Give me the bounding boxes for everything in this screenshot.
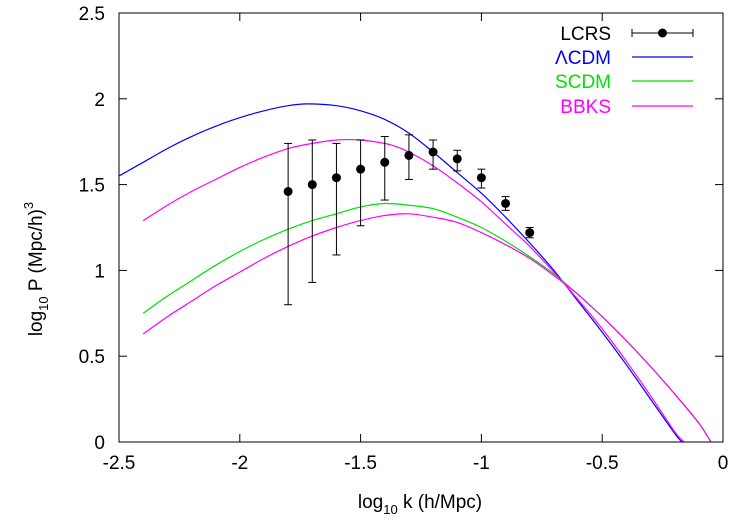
data-point <box>380 157 390 167</box>
plot-frame <box>118 12 724 443</box>
data-point-group <box>356 139 366 227</box>
data-point <box>283 186 293 196</box>
data-point-group <box>525 227 535 239</box>
y-tick-label: 2 <box>94 90 105 111</box>
data-point <box>404 150 414 160</box>
model-curves <box>119 103 712 442</box>
lcrs-data-points <box>283 134 535 306</box>
x-tick-label: -2 <box>231 453 248 474</box>
series-line-bbks <box>142 138 685 442</box>
data-point <box>356 164 366 174</box>
data-point <box>501 198 511 208</box>
x-tick-label: -1.5 <box>344 453 377 474</box>
y-axis-title: log10 P (Mpc/h)3 <box>21 202 51 336</box>
y-axis-title-main: log <box>26 311 47 336</box>
x-tick-label: -2.5 <box>103 453 136 474</box>
y-tick-label: 2.5 <box>79 4 105 25</box>
data-point <box>525 228 535 238</box>
data-point-group <box>283 142 293 306</box>
data-point-group <box>404 134 414 180</box>
y-tick-label: 1.5 <box>79 176 105 197</box>
data-point-group <box>428 139 438 170</box>
legend-label-bbks: BBKS <box>560 97 611 118</box>
data-point-group <box>380 136 390 201</box>
x-axis-title-subscript: 10 <box>383 502 397 517</box>
series-line-scdm <box>142 202 712 442</box>
y-tick-label: 0.5 <box>79 347 105 368</box>
series-line-3 <box>142 213 712 442</box>
y-tick-label: 0 <box>94 433 105 454</box>
y-tick-label: 1 <box>94 261 105 282</box>
y-axis-title-superscript: 3 <box>21 202 36 209</box>
data-point-group <box>307 139 317 283</box>
series-line-cdm <box>119 103 683 442</box>
x-axis-title: log10 k (h/Mpc) <box>358 492 482 517</box>
legend-label-lcrs: LCRS <box>560 24 611 45</box>
y-axis-title-subscript: 10 <box>36 296 51 310</box>
data-point <box>331 173 341 183</box>
x-tick-label: -1 <box>473 453 490 474</box>
legend-label-cdm: ΛCDM <box>555 48 611 69</box>
data-point-group <box>452 149 462 172</box>
data-point-group <box>476 168 486 189</box>
legend: LCRS ΛCDM SCDM BBKS <box>555 24 694 118</box>
data-point <box>428 147 438 157</box>
data-point-group <box>501 196 511 211</box>
data-point <box>476 173 486 183</box>
axis-ticks: -2.5 -2 -1.5 -1 -0.5 0 0 0.5 1 1.5 2 2.5 <box>79 4 729 474</box>
legend-label-scdm: SCDM <box>555 72 611 93</box>
legend-marker-lcrs <box>658 28 667 38</box>
data-point <box>452 154 462 164</box>
x-axis-title-main: log <box>358 492 383 513</box>
x-axis-title-rest: k (h/Mpc) <box>398 492 482 513</box>
data-point-group <box>331 142 341 256</box>
x-tick-label: 0 <box>718 453 729 474</box>
data-point <box>307 180 317 190</box>
y-axis-title-rest: P (Mpc/h) <box>26 209 47 296</box>
x-tick-label: -0.5 <box>586 453 619 474</box>
